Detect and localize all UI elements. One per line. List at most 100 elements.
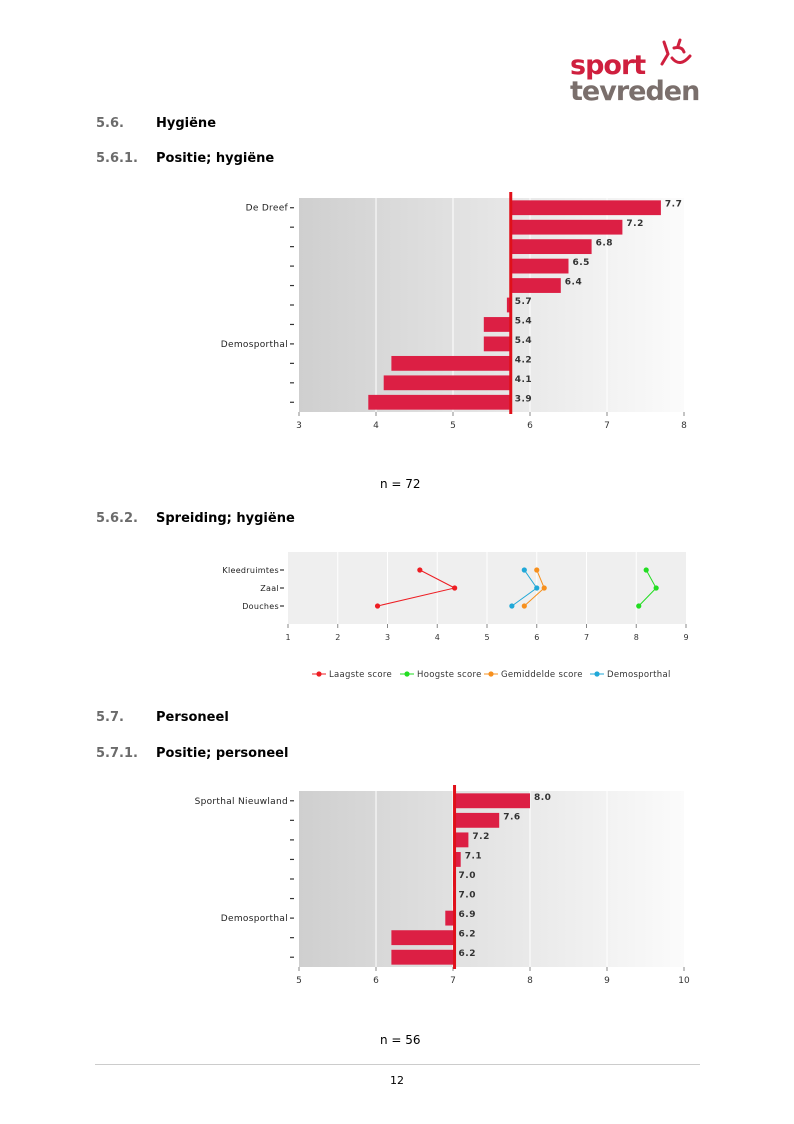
hygiene-bar — [510, 219, 623, 235]
legend-label: Hoogste score — [417, 670, 482, 680]
hygiene-category-label: Demosporthal — [221, 340, 288, 350]
spread-point — [417, 567, 423, 573]
spread-point — [534, 585, 540, 591]
hygiene-x-tick-label: 6 — [527, 421, 533, 431]
page-number: 12 — [390, 1074, 404, 1087]
section-number: 5.6. — [96, 116, 124, 131]
sample-size-hygiene: n = 72 — [380, 477, 421, 491]
hygiene-bar — [510, 258, 569, 274]
staff-bar — [454, 852, 461, 867]
staff-value-label: 6.2 — [459, 930, 476, 940]
hygiene-value-label: 5.4 — [515, 316, 532, 326]
staff-value-label: 7.0 — [459, 871, 476, 881]
section-number: 5.6.1. — [96, 151, 138, 166]
staff-x-tick-label: 8 — [527, 976, 533, 986]
logo-line-sport: sport — [570, 50, 646, 81]
sporttevreden-logo: sport tevreden — [566, 38, 706, 108]
spread-point — [521, 603, 527, 609]
hygiene-category-label: De Dreef — [246, 204, 289, 214]
spread-point — [643, 567, 649, 573]
staff-value-label: 8.0 — [534, 793, 551, 803]
staff-value-label: 7.6 — [503, 812, 520, 822]
section-title: Positie; hygiëne — [156, 151, 275, 166]
legend-label: Demosporthal — [607, 670, 671, 680]
staff-bar — [445, 910, 455, 926]
spread-x-tick-label: 5 — [484, 633, 489, 642]
spread-point — [653, 585, 659, 591]
hygiene-value-label: 5.4 — [515, 336, 532, 346]
spread-category-label: Douches — [242, 602, 279, 611]
hygiene-value-label: 4.2 — [515, 355, 532, 365]
section-title: Spreiding; hygiëne — [156, 511, 295, 526]
hygiene-value-label: 6.4 — [565, 278, 582, 288]
spread-point — [541, 585, 547, 591]
spread-category-label: Zaal — [260, 584, 279, 593]
staff-bar — [391, 930, 455, 946]
hygiene-bar — [510, 200, 661, 216]
hygiene-x-tick-label: 8 — [681, 421, 687, 431]
footer-divider — [95, 1064, 700, 1065]
staff-value-label: 7.1 — [465, 851, 482, 861]
spread-point — [636, 603, 642, 609]
spread-point — [374, 603, 381, 609]
hygiene-bar — [510, 278, 561, 293]
spread-x-tick-label: 9 — [683, 633, 688, 642]
hygiene-value-label: 7.7 — [665, 200, 682, 210]
hygiene-value-label: 6.8 — [596, 239, 613, 249]
sample-size-personeel: n = 56 — [380, 1033, 421, 1047]
staff-bar — [391, 949, 455, 965]
section-title: Personeel — [156, 710, 229, 725]
hygiene-x-tick-label: 7 — [604, 421, 610, 431]
hygiene-bar — [391, 355, 511, 371]
legend-swatch-dot — [594, 671, 600, 677]
hygiene-bar — [483, 336, 511, 352]
hygiene-bar — [368, 394, 511, 410]
hygiene-bar — [506, 297, 511, 313]
staff-value-label: 7.2 — [472, 832, 489, 842]
section-title: Hygiëne — [156, 116, 217, 131]
spread-x-tick-label: 7 — [584, 633, 589, 642]
staff-x-tick-label: 5 — [296, 976, 302, 986]
hygiene-value-label: 3.9 — [515, 394, 532, 404]
hygiene-bar — [383, 375, 511, 391]
spread-point — [452, 585, 458, 591]
hygiene-x-tick-label: 5 — [450, 421, 456, 431]
spread-x-tick-label: 2 — [335, 633, 340, 642]
hygiene-x-tick-label: 3 — [296, 421, 302, 431]
spread-x-tick-label: 6 — [534, 633, 539, 642]
hygiene-bar — [483, 317, 511, 332]
staff-value-label: 6.9 — [459, 910, 476, 920]
legend-label: Laagste score — [329, 670, 392, 680]
staff-category-label: Sporthal Nieuwland — [195, 797, 288, 807]
logo-line-tevreden: tevreden — [570, 76, 700, 107]
section-number: 5.6.2. — [96, 511, 138, 526]
spread-x-tick-label: 1 — [285, 633, 290, 642]
spread-x-tick-label: 8 — [634, 633, 639, 642]
hygiene-value-label: 6.5 — [573, 258, 590, 268]
section-number: 5.7.1. — [96, 746, 138, 761]
staff-x-tick-label: 7 — [450, 976, 456, 986]
spread-point — [521, 567, 527, 573]
legend-label: Gemiddelde score — [501, 670, 583, 680]
legend-swatch-dot — [316, 671, 322, 677]
spread-point — [534, 567, 540, 573]
hygiene-bar — [510, 239, 592, 255]
section-title: Positie; personeel — [156, 746, 289, 761]
staff-value-label: 7.0 — [459, 891, 476, 901]
staff-bar — [454, 812, 500, 828]
staff-bar — [454, 793, 530, 809]
hygiene-value-label: 5.7 — [515, 297, 532, 307]
staff-x-tick-label: 6 — [373, 976, 379, 986]
staff-bar — [454, 832, 469, 848]
spread-point — [509, 603, 515, 609]
spread-category-label: Kleedruimtes — [222, 566, 279, 575]
legend-swatch-dot — [404, 671, 410, 677]
logo-figure-icon — [660, 38, 692, 66]
spread-x-tick-label: 3 — [385, 633, 390, 642]
legend-swatch-dot — [488, 671, 494, 677]
spread-x-tick-label: 4 — [435, 633, 440, 642]
staff-value-label: 6.2 — [459, 949, 476, 959]
